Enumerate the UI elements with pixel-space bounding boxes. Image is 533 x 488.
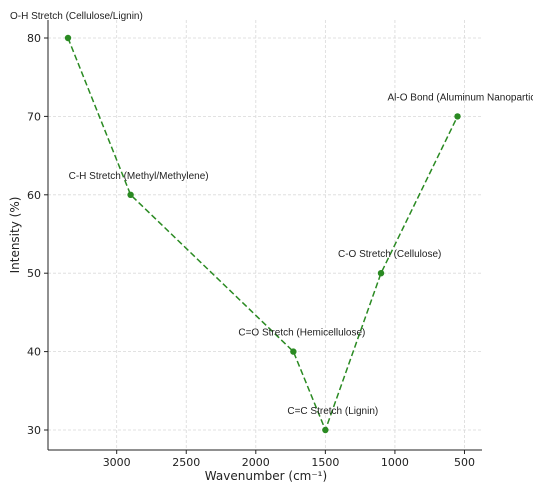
y-tick-label: 80	[27, 32, 41, 45]
y-tick-label: 50	[27, 267, 41, 280]
data-point	[127, 191, 134, 198]
x-tick-label: 3000	[103, 456, 131, 469]
x-ticks: 3000 2500 2000 1500 1000 500	[103, 450, 475, 469]
annotations: O-H Stretch (Cellulose/Lignin) C-H Stretc…	[10, 11, 533, 417]
point-annotation: C=C Stretch (Lignin)	[287, 406, 378, 417]
data-point	[454, 113, 461, 120]
axes	[47, 20, 482, 451]
y-tick-label: 70	[27, 110, 41, 123]
x-tick-label: 2000	[242, 456, 270, 469]
point-annotation: C-H Stretch (Methyl/Methylene)	[69, 171, 209, 182]
y-tick-label: 30	[27, 424, 41, 437]
grid	[48, 20, 482, 450]
x-tick-label: 500	[454, 456, 475, 469]
x-axis-title: Wavenumber (cm⁻¹)	[205, 469, 327, 483]
data-point	[64, 34, 72, 42]
y-tick-label: 60	[27, 189, 41, 202]
x-tick-label: 1500	[311, 456, 339, 469]
point-annotation: O-H Stretch (Cellulose/Lignin)	[10, 11, 143, 22]
point-annotation: C=O Stretch (Hemicellulose)	[238, 328, 365, 339]
point-annotation: C-O Stretch (Cellulose)	[338, 249, 441, 260]
x-tick-label: 1000	[381, 456, 409, 469]
data-points	[64, 34, 461, 434]
data-point	[377, 270, 385, 277]
data-point	[322, 426, 329, 434]
y-tick-label: 40	[27, 346, 41, 359]
series-line	[67, 37, 459, 433]
point-annotation: Al-O Bond (Aluminum Nanoparticles)	[388, 92, 533, 103]
y-ticks: 30 40 50 60 70 80	[27, 32, 48, 437]
x-tick-label: 2500	[172, 456, 200, 469]
data-point	[290, 348, 297, 355]
y-axis-title: Intensity (%)	[8, 197, 22, 274]
